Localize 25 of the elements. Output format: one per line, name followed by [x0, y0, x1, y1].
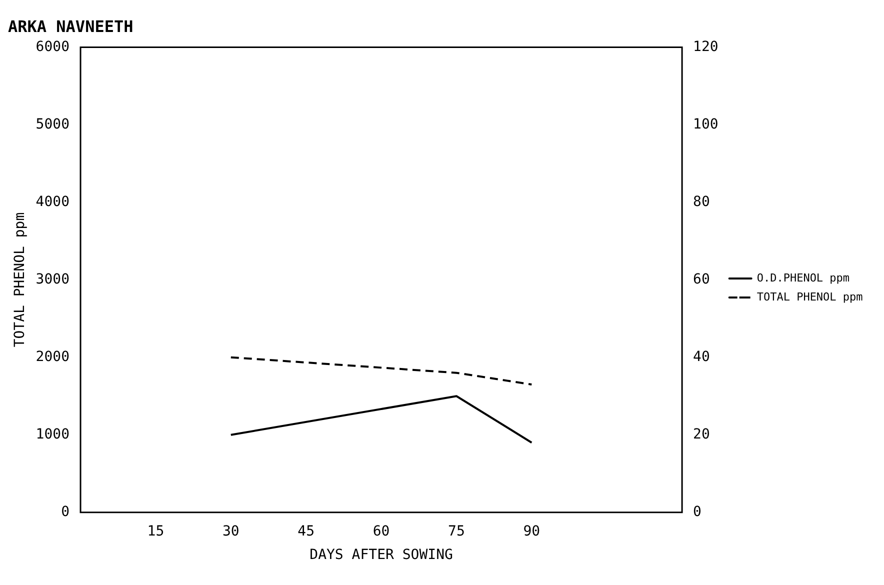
y-tick-label: 1000	[36, 426, 70, 443]
x-tick-label: 15	[147, 523, 164, 540]
y-tick-label: 2000	[36, 348, 70, 365]
x-tick-label: 60	[372, 523, 390, 540]
legend-label: O.D.PHENOL ppm	[756, 271, 850, 284]
y-tick-label: 3000	[36, 271, 70, 288]
y-axis-title: TOTAL PHENOL ppm	[12, 212, 28, 348]
y2-tick-label: 120	[693, 38, 718, 55]
x-tick-label: 45	[298, 523, 315, 540]
y-tick-label: 4000	[36, 194, 70, 210]
y-tick-label: 5000	[36, 116, 70, 132]
y2-tick-label: 80	[693, 194, 710, 210]
x-tick-label: 90	[523, 523, 540, 540]
chart-title: ARKA NAVNEETH	[8, 16, 134, 36]
y2-tick-label: 100	[693, 116, 718, 132]
y-tick-label: 6000	[36, 38, 70, 55]
x-tick-label: 30	[222, 523, 240, 540]
y2-tick-label: 40	[693, 348, 710, 365]
y2-tick-label: 0	[693, 504, 702, 520]
x-tick-label: 75	[448, 523, 465, 540]
y2-tick-label: 60	[693, 271, 710, 288]
legend-label: TOTAL PHENOL ppm	[756, 290, 864, 304]
x-axis-title: DAYS AFTER SOWING	[310, 547, 453, 564]
y2-tick-label: 20	[693, 426, 710, 443]
y-tick-label: 0	[61, 504, 70, 520]
